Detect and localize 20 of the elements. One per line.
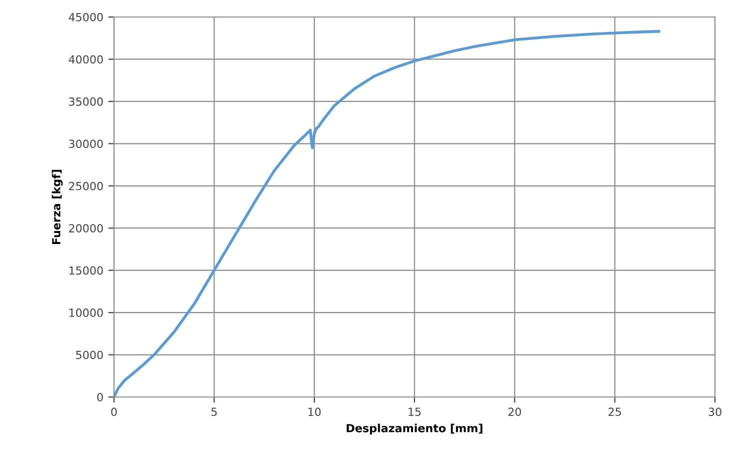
y-tick-label: 25000 (69, 182, 103, 190)
x-tick-label: 30 (708, 408, 722, 416)
x-tick-label: 0 (111, 408, 117, 416)
x-tick-label: 20 (508, 408, 521, 416)
x-tick-label: 10 (308, 408, 321, 416)
y-tick-label: 35000 (69, 97, 103, 106)
line-series (114, 30, 660, 397)
y-tick-label: 0 (97, 392, 103, 402)
y-tick-label: 5000 (76, 350, 103, 360)
y-tick-label: 20000 (69, 224, 103, 232)
y-tick-label: 45000 (68, 12, 103, 22)
y-tick-label: 40000 (68, 55, 103, 64)
x-tick-label: 25 (608, 408, 621, 416)
y-tick-label: 15000 (69, 266, 103, 275)
y-tick-label: 10000 (69, 308, 103, 317)
y-tick-label: 30000 (69, 140, 103, 148)
x-tick-label: 5 (211, 408, 217, 416)
x-tick-label: 15 (408, 408, 421, 416)
y-axis-title: Fuerza [kgf] (52, 170, 63, 244)
x-axis-title: Desplazamiento [mm] (346, 424, 482, 434)
